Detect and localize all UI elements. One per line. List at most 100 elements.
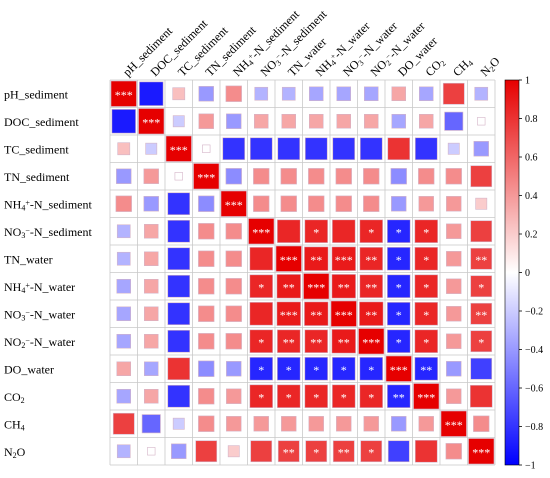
heatmap-cell xyxy=(226,416,242,432)
heatmap-cell xyxy=(387,384,411,408)
heatmap-cell xyxy=(145,142,158,155)
heatmap-cell xyxy=(332,137,356,161)
heatmap-cell xyxy=(116,444,131,459)
heatmap-cell xyxy=(446,361,462,377)
heatmap-cell xyxy=(167,247,191,271)
significance-mark: ** xyxy=(283,445,295,459)
significance-mark: ** xyxy=(310,253,322,267)
heatmap-cell xyxy=(277,440,300,463)
heatmap-cell xyxy=(385,355,412,382)
colorbar-tick-label: 0.4 xyxy=(525,191,538,202)
label-part: CH xyxy=(4,417,21,431)
heatmap-cell xyxy=(390,168,407,185)
heatmap-cell xyxy=(414,219,438,243)
heatmap-cell xyxy=(470,247,493,270)
label-part: 3 xyxy=(274,58,283,67)
heatmap-cell xyxy=(226,113,242,129)
heatmap-cell xyxy=(171,443,187,459)
heatmap-cell xyxy=(195,440,218,463)
heatmap-cell xyxy=(414,302,438,326)
row-label: NO2−-N_water xyxy=(4,335,75,350)
heatmap-cell xyxy=(281,416,297,432)
significance-mark: * xyxy=(423,253,429,267)
heatmap-cell xyxy=(387,219,411,243)
heatmap-cell xyxy=(277,329,301,353)
heatmap-cell xyxy=(473,141,489,157)
heatmap-cell xyxy=(414,137,438,161)
label-part: + xyxy=(25,198,30,207)
heatmap-cell xyxy=(477,117,486,126)
heatmap-cell xyxy=(249,384,273,408)
heatmap-cell xyxy=(331,246,356,271)
label-part: N xyxy=(4,445,13,459)
heatmap-cell xyxy=(363,168,380,185)
heatmap-cell xyxy=(332,440,355,463)
colorbar-tick-label: −0.6 xyxy=(525,384,543,395)
colorbar-gradient xyxy=(504,79,520,466)
heatmap-cell xyxy=(305,440,328,463)
row-label: DO_water xyxy=(4,362,54,376)
heatmap-cell xyxy=(277,357,301,381)
heatmap-cell xyxy=(446,223,462,239)
heatmap-cell xyxy=(414,439,438,463)
heatmap-cell xyxy=(418,168,435,185)
heatmap-cell xyxy=(308,195,325,212)
row-label: CH4 xyxy=(4,417,25,432)
significance-mark: * xyxy=(396,308,402,322)
label-part: 4 xyxy=(466,59,475,68)
heatmap-cell xyxy=(440,410,467,437)
heatmap-cell xyxy=(227,445,240,458)
heatmap-cell xyxy=(446,251,462,267)
significance-mark: * xyxy=(313,390,319,404)
heatmap-cell xyxy=(198,415,215,432)
heatmap-cell xyxy=(414,247,438,271)
heatmap-cell xyxy=(332,384,356,408)
significance-mark: * xyxy=(423,335,429,349)
significance-mark: * xyxy=(341,363,347,377)
significance-mark: * xyxy=(313,363,319,377)
label-part: 3 xyxy=(21,313,25,322)
column-label: CO2 xyxy=(422,55,447,80)
significance-mark: *** xyxy=(252,225,270,239)
heatmap-cell xyxy=(387,137,411,161)
heatmap-cell xyxy=(138,108,165,135)
heatmap-cell xyxy=(167,274,191,298)
label-part: -N_water xyxy=(30,280,75,294)
heatmap-cell xyxy=(475,197,488,210)
significance-mark: *** xyxy=(362,335,380,349)
heatmap-cell xyxy=(391,196,407,212)
heatmap-cells xyxy=(109,79,496,466)
heatmap-cell xyxy=(116,279,131,294)
heatmap-cell xyxy=(172,115,185,128)
column-label: N2O xyxy=(477,54,503,80)
heatmap-cell xyxy=(446,196,462,212)
label-part: 4 xyxy=(21,286,25,295)
significance-mark: * xyxy=(368,445,374,459)
heatmap-cell xyxy=(116,389,131,404)
heatmap-cell xyxy=(198,86,214,102)
heatmap-cell xyxy=(446,333,462,349)
heatmap-cell xyxy=(309,114,324,129)
colorbar-tick-label: 0.8 xyxy=(525,114,538,125)
heatmap-cell xyxy=(248,218,275,245)
heatmap-cell xyxy=(225,278,242,295)
heatmap-cell xyxy=(303,273,330,300)
heatmap-cell xyxy=(419,114,434,129)
label-part: + xyxy=(246,51,256,61)
row-label: CO2 xyxy=(4,390,25,405)
label-part: pH_sediment xyxy=(4,87,69,101)
significance-mark: ** xyxy=(365,253,377,267)
label-part: NH xyxy=(4,197,22,211)
heatmap-cell xyxy=(226,388,242,404)
heatmap-cell xyxy=(331,329,356,354)
heatmap-cell xyxy=(172,87,186,101)
significance-mark: * xyxy=(286,390,292,404)
heatmap-cell xyxy=(198,195,215,212)
heatmap-cell xyxy=(250,440,273,463)
heatmap-cell xyxy=(277,219,301,243)
heatmap-cell xyxy=(414,357,438,381)
row-label: NO3−-N_sediment xyxy=(4,225,93,240)
significance-mark: ** xyxy=(420,363,432,377)
heatmap-cell xyxy=(202,144,211,153)
label-part: − xyxy=(383,51,393,61)
